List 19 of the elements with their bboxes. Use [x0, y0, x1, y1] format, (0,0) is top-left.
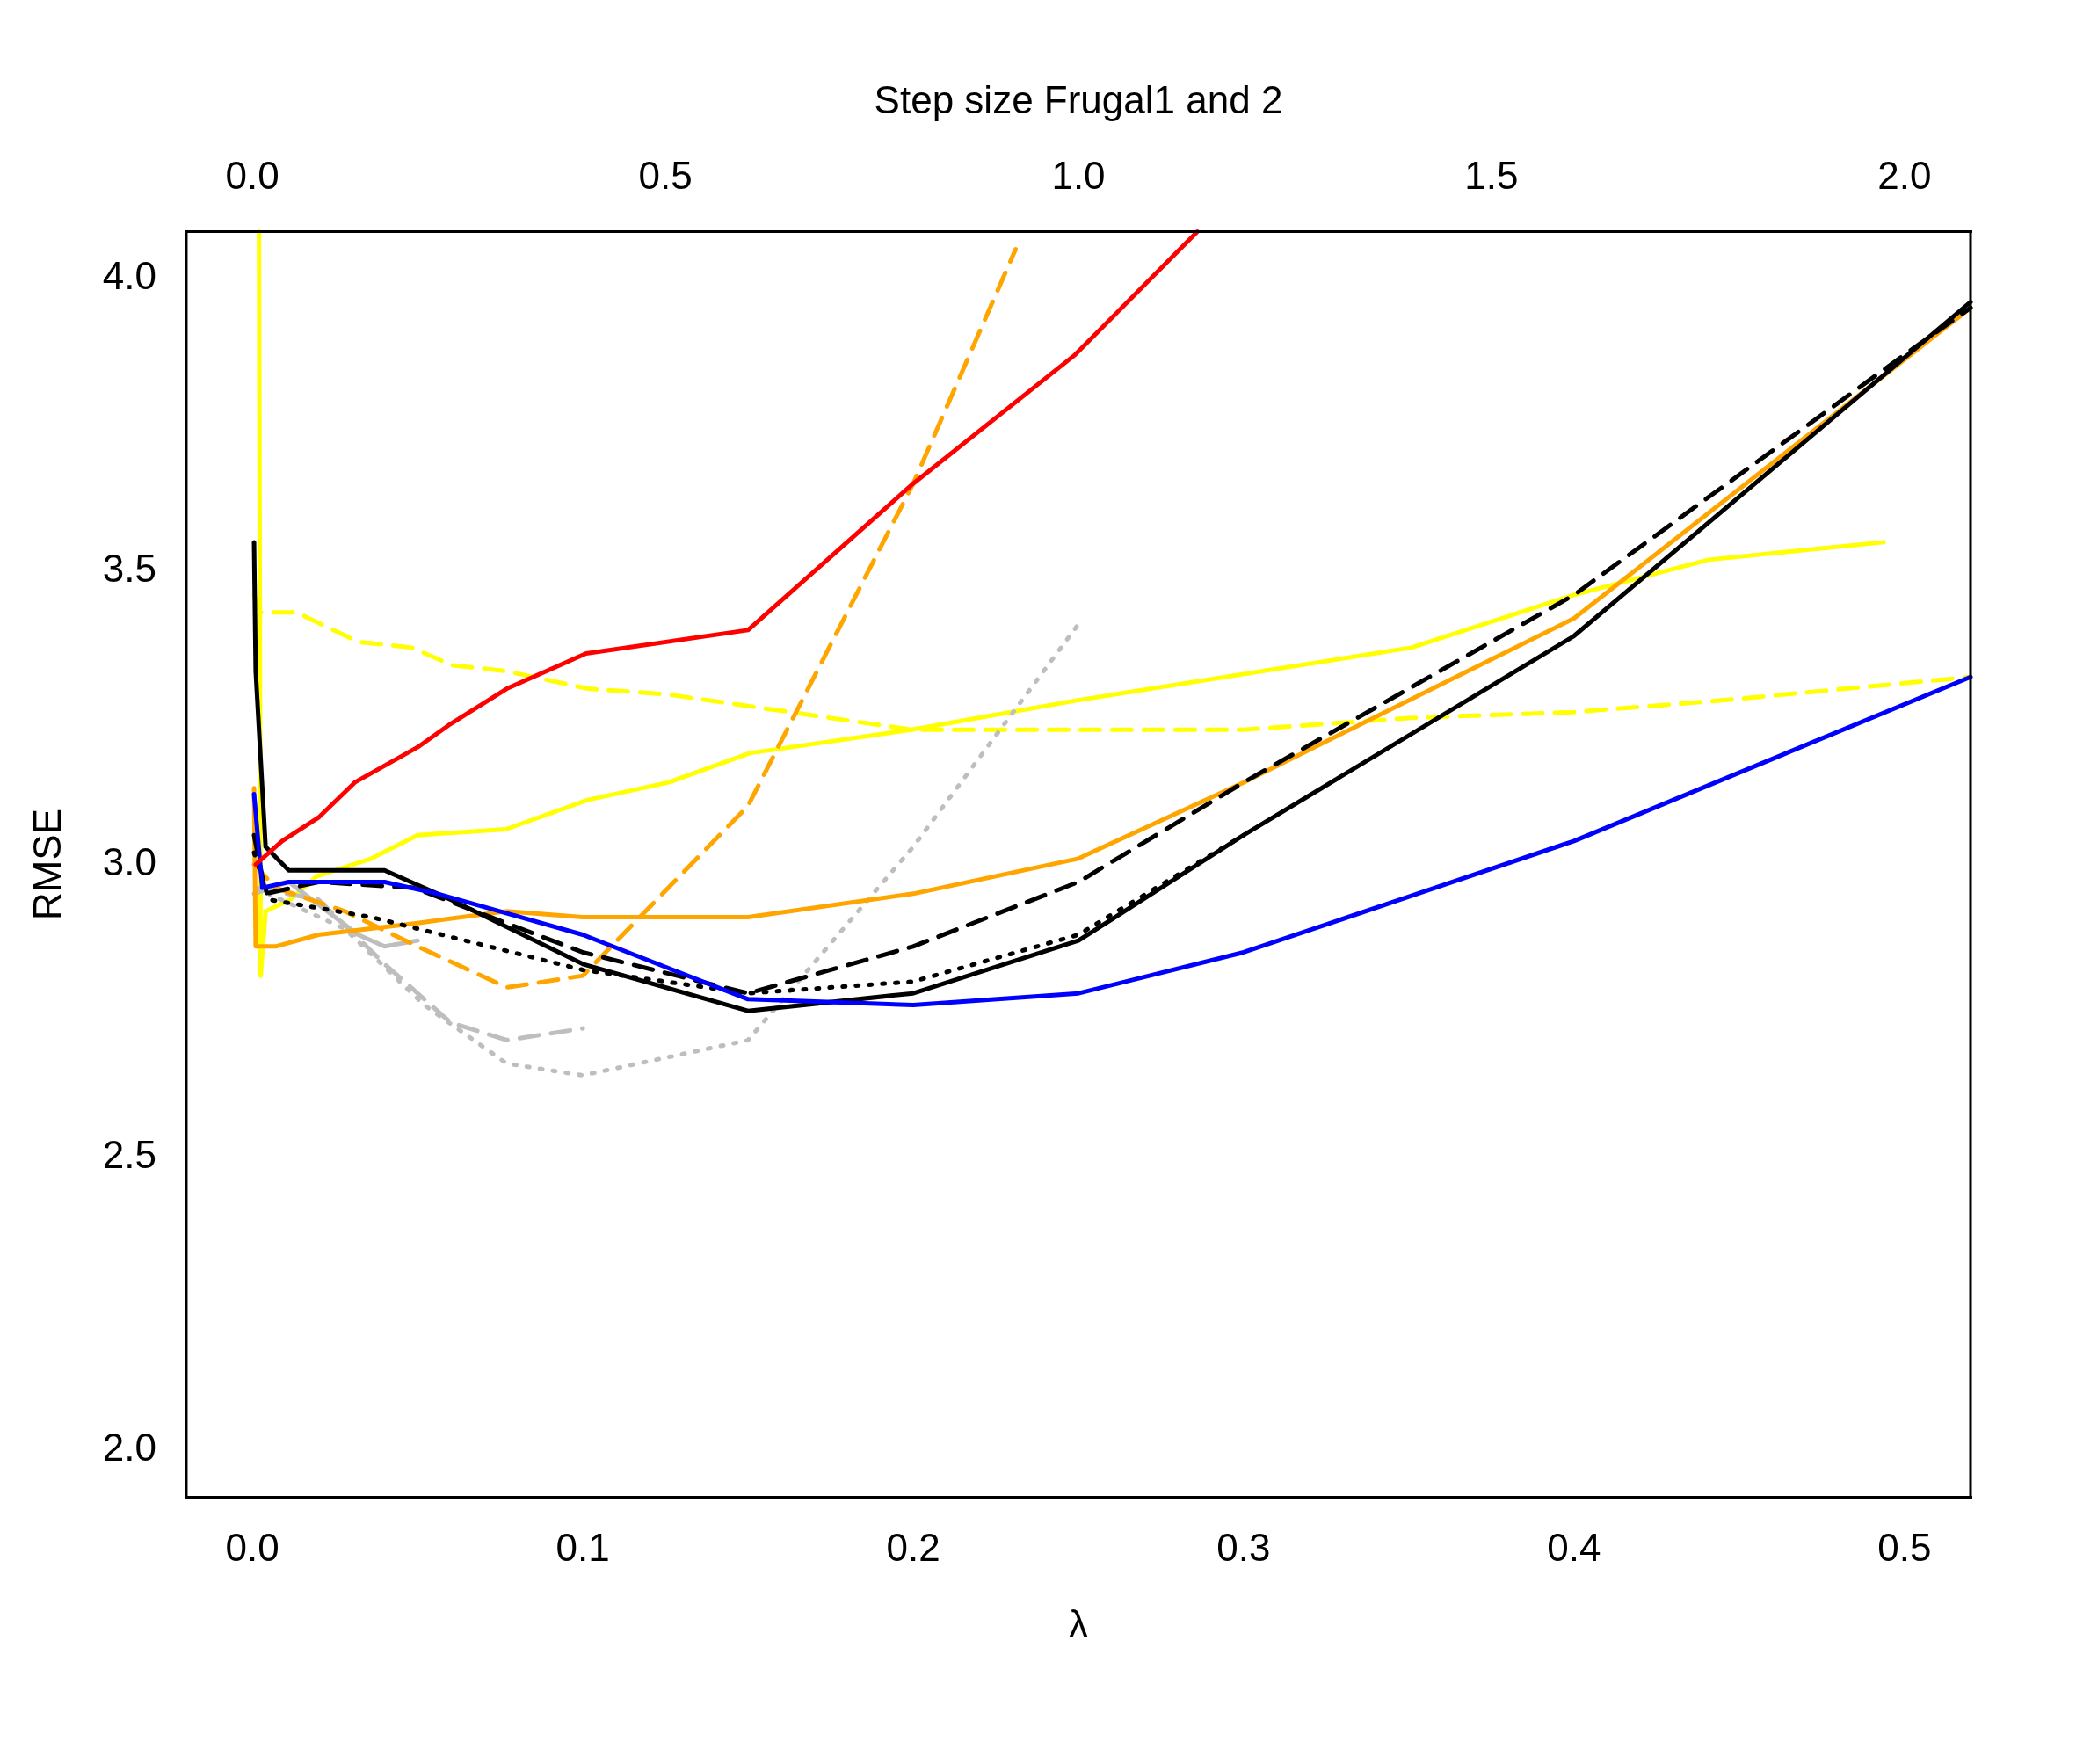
x2-tick-label: 1.0 [1051, 154, 1106, 198]
y-axis-title: RMSE [25, 808, 69, 921]
y-tick-label: 4.0 [102, 254, 156, 298]
x2-tick-label: 2.0 [1877, 154, 1932, 198]
y-tick-label: 2.0 [102, 1426, 156, 1470]
x2-tick-label: 1.5 [1464, 154, 1519, 198]
x-tick-label: 0.3 [1216, 1525, 1271, 1569]
x-tick-label: 0.5 [1877, 1525, 1932, 1569]
x-axis-title: λ [1068, 1601, 1088, 1645]
x2-axis-title: Step size Frugal1 and 2 [874, 77, 1283, 121]
x-tick-label: 0.4 [1547, 1525, 1601, 1569]
x-tick-label: 0.1 [555, 1525, 610, 1569]
x2-tick-label: 0.0 [225, 154, 279, 198]
x-tick-label: 0.0 [225, 1525, 279, 1569]
y-tick-label: 3.0 [102, 839, 156, 883]
y-tick-label: 3.5 [102, 547, 156, 591]
y-tick-label: 2.5 [102, 1132, 156, 1176]
x-tick-label: 0.2 [886, 1525, 940, 1569]
x2-tick-label: 0.5 [638, 154, 693, 198]
